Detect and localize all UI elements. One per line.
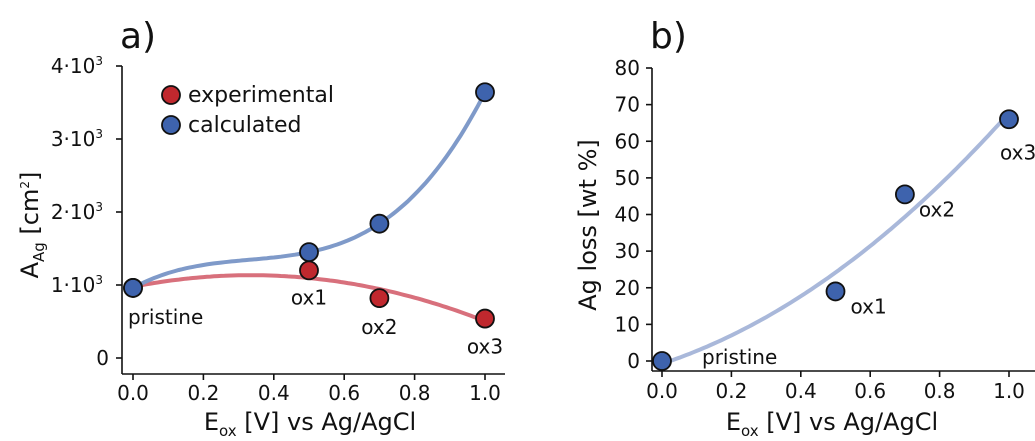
panel-a-x-axis-title: Eox [V] vs Ag/AgCl xyxy=(204,408,416,440)
panel-b-y-tick-label: 30 xyxy=(615,239,640,263)
panel-b-point-labels: pristine ox1 ox2 ox3 xyxy=(702,140,1035,369)
point-label-ox2: ox2 xyxy=(919,197,955,221)
panel-b-x-tick-label: 0.2 xyxy=(715,379,747,403)
data-point-ag-loss xyxy=(825,281,846,302)
data-point-experimental xyxy=(369,288,390,309)
data-point-calculated xyxy=(123,278,143,298)
panel-a-label: a) xyxy=(120,16,156,57)
panel-b-fit-curves xyxy=(660,111,1011,363)
panel-a-y-tick-label: 4·103 xyxy=(51,54,103,78)
panel-b-x-tick-label: 0.8 xyxy=(924,379,956,403)
legend-marker-calculated xyxy=(161,115,181,135)
point-label-ox3: ox3 xyxy=(1000,140,1035,164)
panel-a-legend: experimental calculated xyxy=(161,83,334,138)
point-label-pristine: pristine xyxy=(702,345,777,369)
data-point-calculated xyxy=(475,82,495,103)
panel-b-x-tick-label: 0.4 xyxy=(785,379,817,403)
panel-b-y-tick-label: 20 xyxy=(615,276,640,300)
panel-a-y-tick-label: 2·103 xyxy=(51,200,103,224)
panel-a-axes: 0.0 0.2 0.4 0.6 0.8 1.0 0 1·103 2·103 3·103 4·103 xyxy=(51,54,505,405)
panel-b-x-tick-label: 0.0 xyxy=(646,379,678,403)
point-label-ox1: ox1 xyxy=(851,294,887,318)
panel-a-points xyxy=(123,82,495,329)
data-point-calculated xyxy=(369,213,390,234)
data-point-experimental xyxy=(299,260,319,281)
panel-b-x-axis-title: Eox [V] vs Ag/AgCl xyxy=(726,408,938,440)
data-point-experimental xyxy=(475,308,495,329)
panel-a-x-tick-label: 0.6 xyxy=(328,381,360,405)
fit-curve-ag-loss xyxy=(660,111,1011,363)
panel-b-axes: 0.0 0.2 0.4 0.6 0.8 1.0 0 10 20 30 40 50 60 70 80 xyxy=(615,56,1035,403)
panel-a-x-tick-label: 1.0 xyxy=(469,381,501,405)
panel-a-y-tick-label: 1·103 xyxy=(51,273,103,297)
data-point-calculated xyxy=(299,242,319,263)
panel-b: b) 0.0 0.2 0.4 0.6 0.8 1.0 0 10 20 30 40 50 60 70 80 p… xyxy=(574,16,1035,440)
data-point-ag-loss xyxy=(999,109,1019,130)
panel-a-x-tick-label: 0.0 xyxy=(117,381,149,405)
panel-b-y-tick-label: 0 xyxy=(627,349,640,373)
panel-b-y-tick-label: 80 xyxy=(615,56,640,80)
panel-b-x-tick-label: 1.0 xyxy=(993,379,1025,403)
panel-b-y-axis-title: Ag loss [wt %] xyxy=(574,139,602,310)
panel-b-points xyxy=(652,109,1019,371)
panel-b-y-tick-label: 50 xyxy=(615,166,640,190)
panel-b-y-tick-label: 40 xyxy=(615,203,640,227)
panel-b-label: b) xyxy=(650,16,687,57)
panel-a-point-labels: pristine ox1 ox2 ox3 xyxy=(128,285,503,358)
panel-a-x-tick-label: 0.2 xyxy=(187,381,219,405)
panel-a: a) 0.0 0.2 0.4 0.6 0.8 1.0 0 1·103 2·103 3·103 4·1… xyxy=(16,16,505,440)
panel-a-x-tick-label: 0.4 xyxy=(258,381,290,405)
legend-marker-experimental xyxy=(161,85,181,105)
panel-b-y-tick-label: 60 xyxy=(615,129,640,153)
point-label-ox1: ox1 xyxy=(291,285,327,309)
panel-b-y-tick-label: 70 xyxy=(615,93,640,117)
data-point-ag-loss xyxy=(652,351,672,371)
panel-b-x-tick-label: 0.6 xyxy=(854,379,886,403)
panel-a-y-axis-title: AAg [cm2] xyxy=(16,172,48,279)
data-point-ag-loss xyxy=(895,184,915,205)
legend-label-experimental: experimental xyxy=(188,83,334,108)
panel-b-y-tick-label: 10 xyxy=(615,312,640,336)
panel-a-y-tick-label: 0 xyxy=(96,346,109,370)
point-label-pristine: pristine xyxy=(128,305,203,329)
legend-label-calculated: calculated xyxy=(188,113,301,138)
panel-a-y-tick-label: 3·103 xyxy=(51,127,103,151)
point-label-ox2: ox2 xyxy=(361,315,397,339)
panel-a-x-tick-label: 0.8 xyxy=(399,381,431,405)
point-label-ox3: ox3 xyxy=(467,335,503,359)
